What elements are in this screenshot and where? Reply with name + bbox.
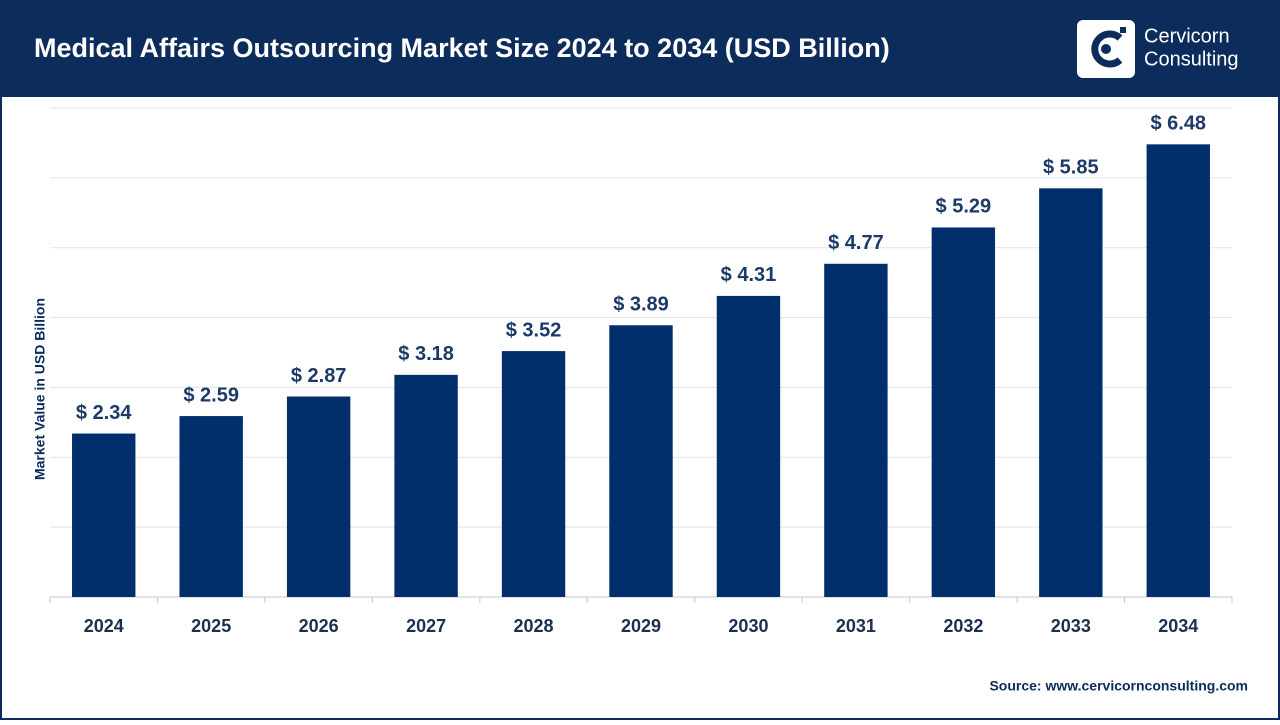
- x-tick-label: 2029: [621, 616, 661, 636]
- value-label: $ 2.87: [291, 365, 347, 387]
- bar: [824, 263, 888, 597]
- x-tick-label: 2034: [1158, 616, 1198, 636]
- x-tick-label: 2031: [836, 616, 876, 636]
- bar: [1146, 144, 1210, 597]
- x-tick-label: 2028: [514, 616, 554, 636]
- bar: [1039, 188, 1103, 598]
- chart-title: Medical Affairs Outsourcing Market Size …: [34, 33, 890, 63]
- bar: [716, 295, 781, 597]
- logo-square: [1120, 27, 1126, 33]
- x-tick-label: 2025: [191, 616, 231, 636]
- x-tick-label: 2030: [728, 616, 768, 636]
- x-tick-label: 2026: [299, 616, 339, 636]
- value-label: $ 3.52: [506, 319, 562, 341]
- value-label: $ 4.31: [721, 264, 777, 286]
- logo-dot: [1101, 44, 1111, 54]
- brand-name: Cervicorn: [1144, 25, 1230, 47]
- value-label: $ 5.85: [1043, 157, 1099, 179]
- bar: [179, 416, 243, 597]
- brand-logo: Cervicorn Consulting: [1077, 20, 1239, 78]
- value-label: $ 2.34: [76, 402, 132, 424]
- x-tick-label: 2032: [943, 616, 983, 636]
- logo-mark: [1091, 30, 1123, 68]
- value-label: $ 4.77: [828, 232, 884, 254]
- bar: [72, 433, 136, 597]
- x-tick-label: 2033: [1051, 616, 1091, 636]
- value-label: $ 6.48: [1150, 113, 1206, 135]
- brand-name: Consulting: [1144, 48, 1239, 70]
- value-label: $ 2.59: [183, 384, 239, 406]
- header-band: [0, 0, 1280, 97]
- y-axis-title: Market Value in USD Billion: [32, 298, 48, 480]
- bar: [394, 374, 458, 597]
- source-note: Source: www.cervicornconsulting.com: [989, 678, 1248, 694]
- bar: [931, 227, 996, 597]
- bar: [286, 396, 351, 597]
- bar: [609, 325, 673, 597]
- value-label: $ 5.29: [936, 196, 992, 218]
- x-tick-label: 2024: [84, 616, 124, 636]
- value-label: $ 3.89: [613, 294, 669, 316]
- bar: [501, 351, 566, 597]
- x-tick-label: 2027: [406, 616, 446, 636]
- value-label: $ 3.18: [398, 343, 454, 365]
